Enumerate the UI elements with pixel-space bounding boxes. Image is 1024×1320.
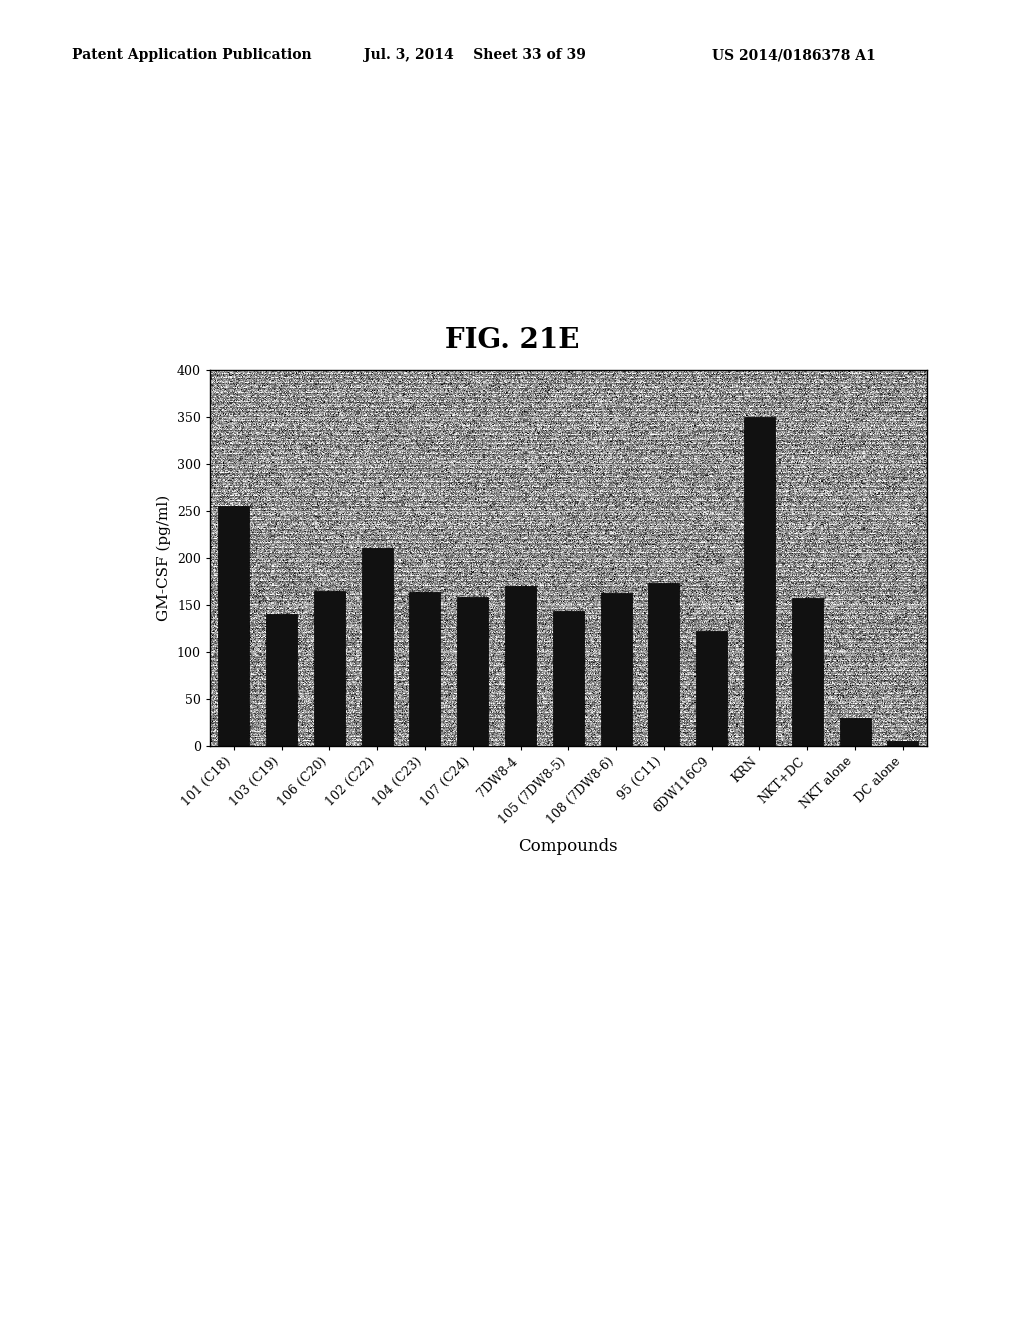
Text: FIG. 21E: FIG. 21E xyxy=(444,327,580,354)
Text: US 2014/0186378 A1: US 2014/0186378 A1 xyxy=(712,49,876,62)
Bar xyxy=(266,614,297,746)
Bar xyxy=(457,597,488,746)
Bar xyxy=(792,598,822,746)
Bar xyxy=(313,590,345,746)
Bar xyxy=(553,611,584,746)
Bar xyxy=(887,741,919,746)
Bar xyxy=(648,583,680,746)
Text: Jul. 3, 2014    Sheet 33 of 39: Jul. 3, 2014 Sheet 33 of 39 xyxy=(364,49,586,62)
Text: Patent Application Publication: Patent Application Publication xyxy=(72,49,311,62)
Bar xyxy=(505,586,537,746)
Bar xyxy=(696,631,727,746)
X-axis label: Compounds: Compounds xyxy=(518,838,618,855)
Bar xyxy=(840,718,870,746)
Bar xyxy=(361,548,392,746)
Bar xyxy=(743,417,775,746)
Y-axis label: GM-CSF (pg/ml): GM-CSF (pg/ml) xyxy=(157,495,171,620)
Bar xyxy=(600,594,632,746)
Bar xyxy=(218,506,250,746)
Bar xyxy=(410,593,440,746)
